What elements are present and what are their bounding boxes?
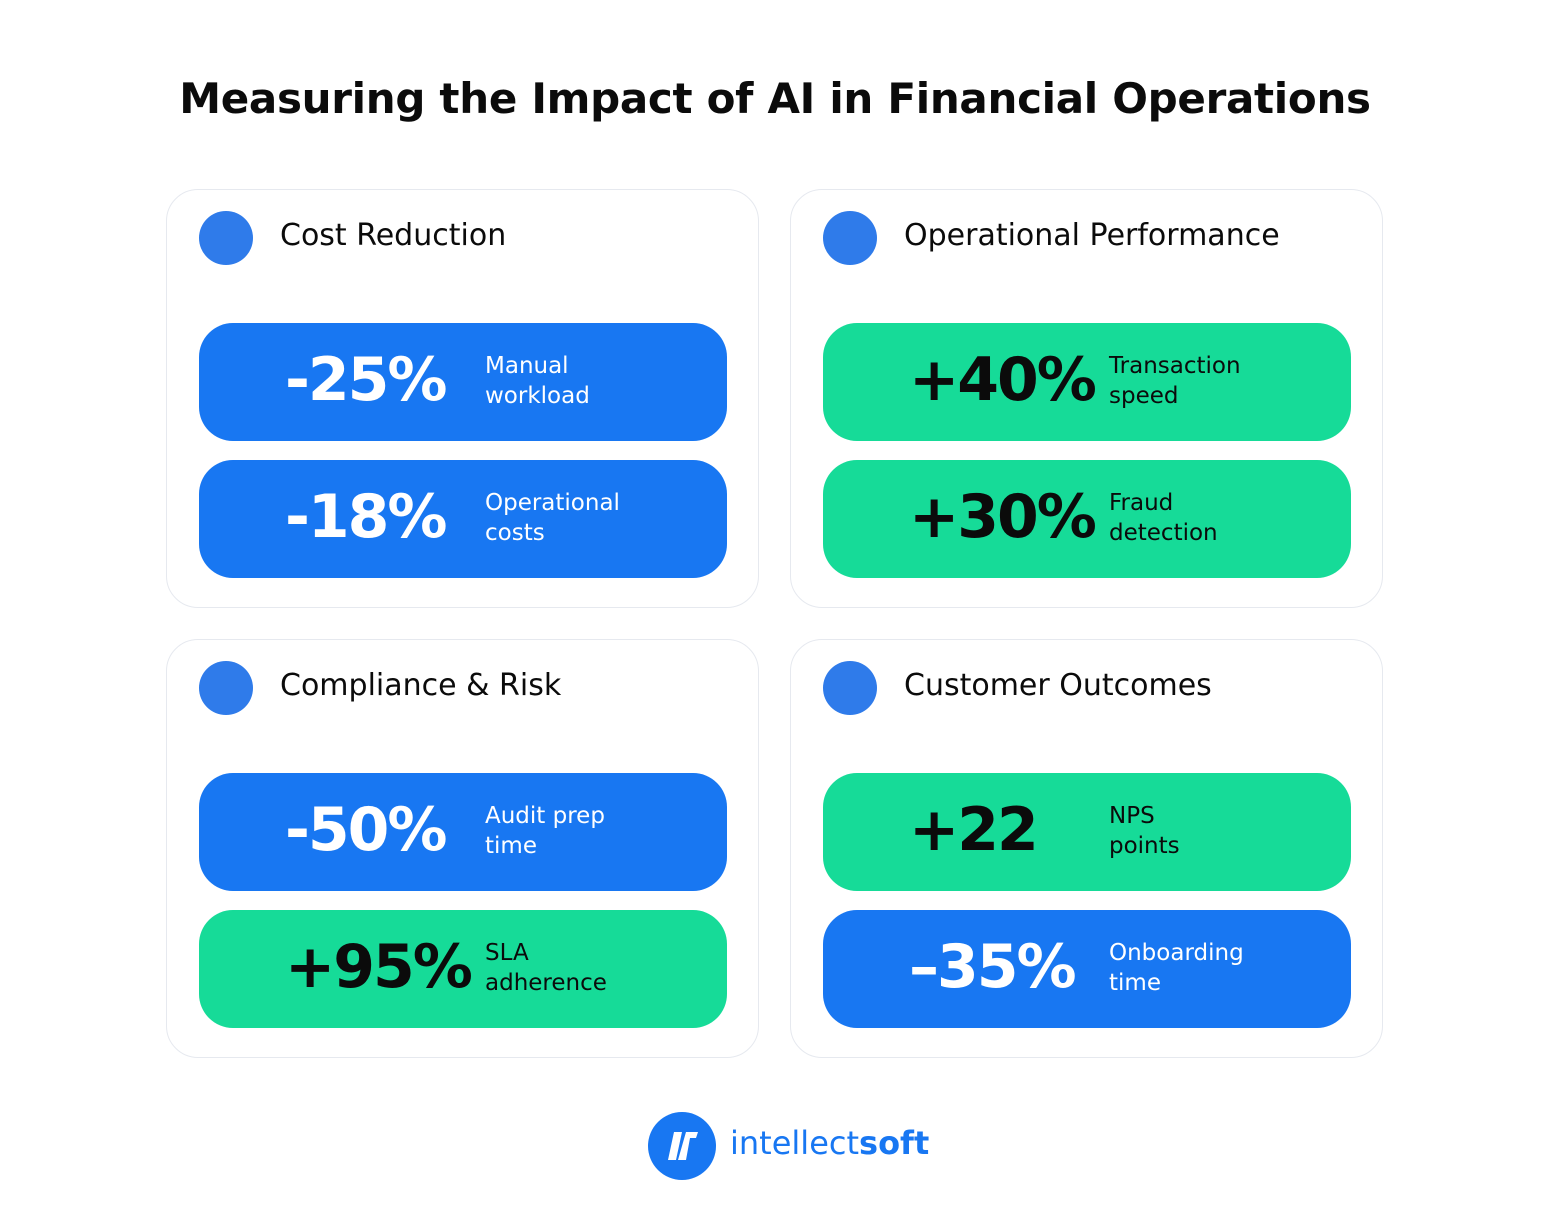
card-icon bbox=[199, 661, 253, 715]
card-icon bbox=[199, 211, 253, 265]
metric-label-line: speed bbox=[1109, 383, 1179, 409]
logo-text: intellectsoft bbox=[730, 1124, 929, 1162]
metric-value: +40% bbox=[909, 345, 1097, 415]
metric-label-line: Manual bbox=[485, 353, 569, 379]
metric-value: –35% bbox=[909, 932, 1077, 1002]
metric-label-line: time bbox=[485, 833, 537, 859]
metric-label-line: Fraud bbox=[1109, 490, 1174, 516]
metric-label-line: workload bbox=[485, 383, 590, 409]
metric-tile: +40% Transaction speed bbox=[823, 323, 1351, 441]
metric-label: Onboarding time bbox=[1109, 938, 1244, 998]
metric-label: Fraud detection bbox=[1109, 488, 1218, 548]
metric-label: Manual workload bbox=[485, 351, 590, 411]
card-title: Operational Performance bbox=[904, 218, 1280, 253]
metric-tile: -25% Manual workload bbox=[199, 323, 727, 441]
metric-label-line: detection bbox=[1109, 520, 1218, 546]
metric-label: SLA adherence bbox=[485, 938, 607, 998]
card: Compliance & Risk -50% Audit prep time +95% S… bbox=[166, 639, 759, 1058]
metric-label-line: SLA bbox=[485, 940, 529, 966]
card: Customer Outcomes +22 NPS points –35% Onboard… bbox=[790, 639, 1383, 1058]
logo-part: intellect bbox=[730, 1124, 860, 1162]
metric-label-line: points bbox=[1109, 833, 1180, 859]
metric-tile: –35% Onboarding time bbox=[823, 910, 1351, 1028]
logo-part: soft bbox=[859, 1124, 930, 1162]
card-icon bbox=[823, 661, 877, 715]
metric-label-line: Audit prep bbox=[485, 803, 605, 829]
metric-label-line: Onboarding bbox=[1109, 940, 1244, 966]
metric-value: -50% bbox=[285, 795, 448, 865]
metric-label-line: costs bbox=[485, 520, 545, 546]
card-title: Compliance & Risk bbox=[280, 668, 562, 703]
metric-value: -25% bbox=[285, 345, 448, 415]
card-title: Customer Outcomes bbox=[904, 668, 1212, 703]
card-title: Cost Reduction bbox=[280, 218, 507, 253]
card-icon bbox=[823, 211, 877, 265]
metric-tile: +30% Fraud detection bbox=[823, 460, 1351, 578]
metric-label-line: NPS bbox=[1109, 803, 1155, 829]
metric-label-line: adherence bbox=[485, 970, 607, 996]
metric-tile: -50% Audit prep time bbox=[199, 773, 727, 891]
metric-tile: -18% Operational costs bbox=[199, 460, 727, 578]
metric-tile: +22 NPS points bbox=[823, 773, 1351, 891]
metric-label-line: Transaction bbox=[1109, 353, 1241, 379]
metric-label: Operational costs bbox=[485, 488, 620, 548]
logo-icon bbox=[648, 1112, 716, 1180]
metric-value: +95% bbox=[285, 932, 473, 1002]
card: Cost Reduction -25% Manual workload -18% Oper… bbox=[166, 189, 759, 608]
metric-label: NPS points bbox=[1109, 801, 1180, 861]
page-title: Measuring the Impact of AI in Financial … bbox=[179, 74, 1371, 123]
metric-value: -18% bbox=[285, 482, 448, 552]
metric-tile: +95% SLA adherence bbox=[199, 910, 727, 1028]
metric-label: Transaction speed bbox=[1109, 351, 1241, 411]
metric-label: Audit prep time bbox=[485, 801, 605, 861]
metric-value: +30% bbox=[909, 482, 1097, 552]
card: Operational Performance +40% Transaction sp… bbox=[790, 189, 1383, 608]
metric-label-line: time bbox=[1109, 970, 1161, 996]
metric-label-line: Operational bbox=[485, 490, 620, 516]
metric-value: +22 bbox=[909, 795, 1039, 865]
